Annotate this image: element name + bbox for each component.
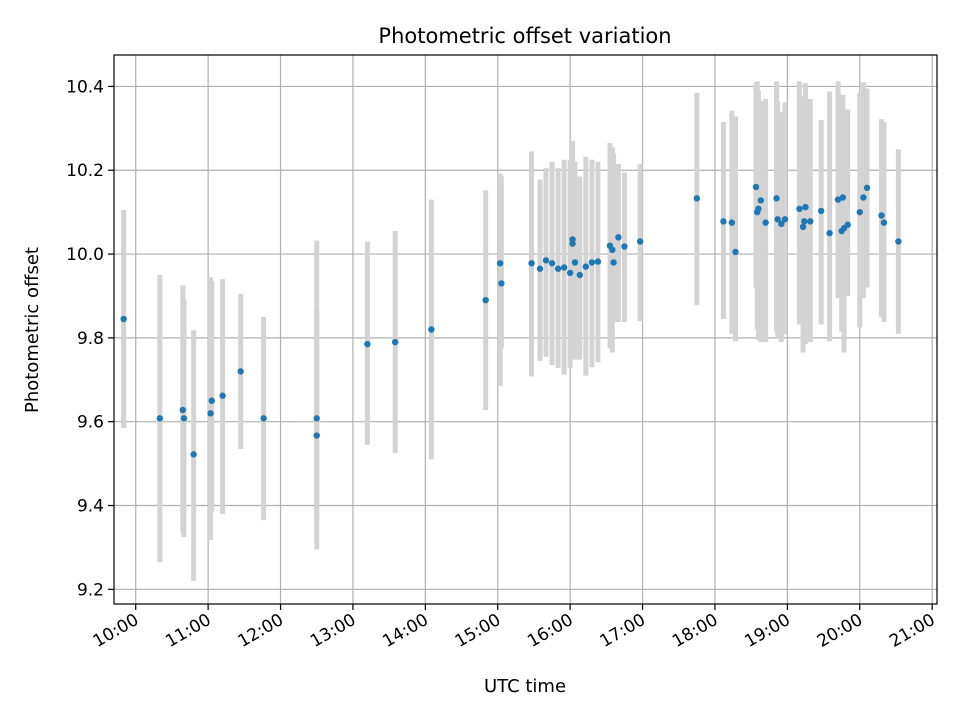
data-point — [219, 392, 226, 399]
data-point — [720, 218, 727, 225]
data-point — [536, 265, 544, 272]
data-point — [839, 194, 847, 201]
y-tick-label: 9.4 — [77, 497, 104, 517]
x-tick-label: 21:00 — [886, 610, 938, 652]
data-point — [863, 184, 871, 192]
x-tick-label: 14:00 — [379, 610, 431, 652]
data-point — [856, 208, 863, 216]
data-point — [560, 264, 568, 271]
data-point — [762, 219, 769, 226]
y-tick-label: 9.6 — [77, 413, 104, 433]
data-point — [801, 218, 808, 225]
y-tick-label: 10.0 — [66, 245, 104, 265]
y-tick-label: 9.8 — [77, 329, 104, 349]
data-point — [576, 271, 584, 279]
x-tick-label: 17:00 — [597, 610, 649, 652]
data-point — [693, 195, 701, 202]
data-point — [528, 260, 535, 267]
data-point — [799, 223, 807, 231]
data-point — [498, 280, 505, 287]
data-point — [757, 197, 765, 204]
data-points — [120, 183, 902, 458]
x-tick-label: 18:00 — [669, 610, 721, 652]
data-point — [796, 205, 803, 213]
data-point — [844, 221, 851, 228]
data-point — [207, 410, 214, 417]
x-tick-label: 15:00 — [452, 610, 504, 652]
data-point — [773, 195, 780, 202]
x-tick-label: 19:00 — [741, 610, 793, 652]
chart-title: Photometric offset variation — [378, 24, 671, 48]
data-point — [190, 451, 197, 458]
data-point — [802, 203, 809, 211]
data-point — [554, 265, 562, 272]
data-point — [778, 220, 785, 228]
data-point — [732, 248, 739, 256]
data-point — [237, 368, 244, 375]
data-point — [610, 259, 617, 266]
y-axis-label: Photometric offset — [22, 247, 43, 413]
data-point — [781, 216, 789, 223]
y-tick-label: 10.2 — [66, 161, 104, 181]
data-point — [834, 196, 842, 203]
x-tick-label: 11:00 — [162, 610, 214, 652]
data-point — [571, 259, 579, 266]
data-point — [482, 296, 489, 304]
data-point — [566, 269, 574, 277]
data-point — [826, 229, 833, 237]
data-point — [880, 219, 888, 226]
data-point — [878, 212, 885, 219]
data-point — [179, 406, 186, 414]
data-point — [569, 236, 576, 243]
data-point — [120, 315, 127, 323]
x-tick-label: 13:00 — [307, 610, 359, 652]
x-axis-label: UTC time — [484, 676, 566, 697]
data-point — [588, 259, 596, 266]
data-point — [208, 397, 215, 404]
x-tick-label: 10:00 — [90, 610, 142, 652]
data-point — [180, 415, 188, 422]
data-point — [313, 415, 320, 422]
data-point — [895, 238, 902, 245]
data-point — [548, 260, 556, 267]
data-point — [594, 258, 602, 265]
x-tick-label: 20:00 — [814, 610, 866, 652]
plot-frame — [113, 54, 938, 605]
data-point — [636, 238, 644, 245]
data-point — [542, 257, 550, 264]
data-point — [860, 194, 867, 201]
data-point — [313, 432, 320, 439]
data-point — [774, 216, 781, 223]
x-tick-label: 16:00 — [524, 610, 576, 652]
y-tick-label: 10.4 — [66, 77, 104, 97]
data-point — [755, 205, 762, 213]
data-point — [582, 263, 590, 270]
data-point — [156, 415, 164, 422]
data-point — [391, 338, 399, 346]
data-point — [496, 260, 504, 267]
grid — [114, 55, 937, 604]
data-point — [364, 340, 371, 348]
data-point — [728, 219, 736, 226]
data-point — [260, 415, 267, 422]
data-point — [609, 246, 616, 254]
data-point — [817, 207, 825, 215]
data-point — [428, 326, 435, 333]
x-tick-label: 12:00 — [235, 610, 287, 652]
y-tick-label: 9.2 — [77, 580, 104, 600]
data-point — [621, 243, 628, 250]
data-point — [752, 183, 760, 191]
data-point — [807, 218, 814, 225]
data-point — [615, 234, 622, 241]
